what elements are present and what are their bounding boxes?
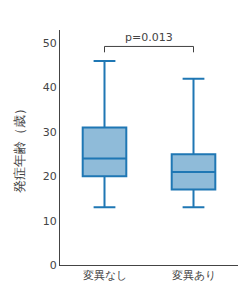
svg-text:20: 20 (43, 170, 57, 183)
svg-text:50: 50 (43, 37, 57, 50)
svg-text:30: 30 (43, 126, 57, 139)
svg-text:変異あり: 変異あり (172, 269, 216, 282)
svg-text:p=0.013: p=0.013 (125, 31, 173, 44)
svg-text:変異なし: 変異なし (83, 269, 127, 282)
svg-text:40: 40 (43, 81, 57, 94)
svg-text:0: 0 (50, 259, 57, 272)
svg-text:10: 10 (43, 215, 57, 228)
svg-text:発症年齢（歳）: 発症年齢（歳） (12, 102, 27, 193)
